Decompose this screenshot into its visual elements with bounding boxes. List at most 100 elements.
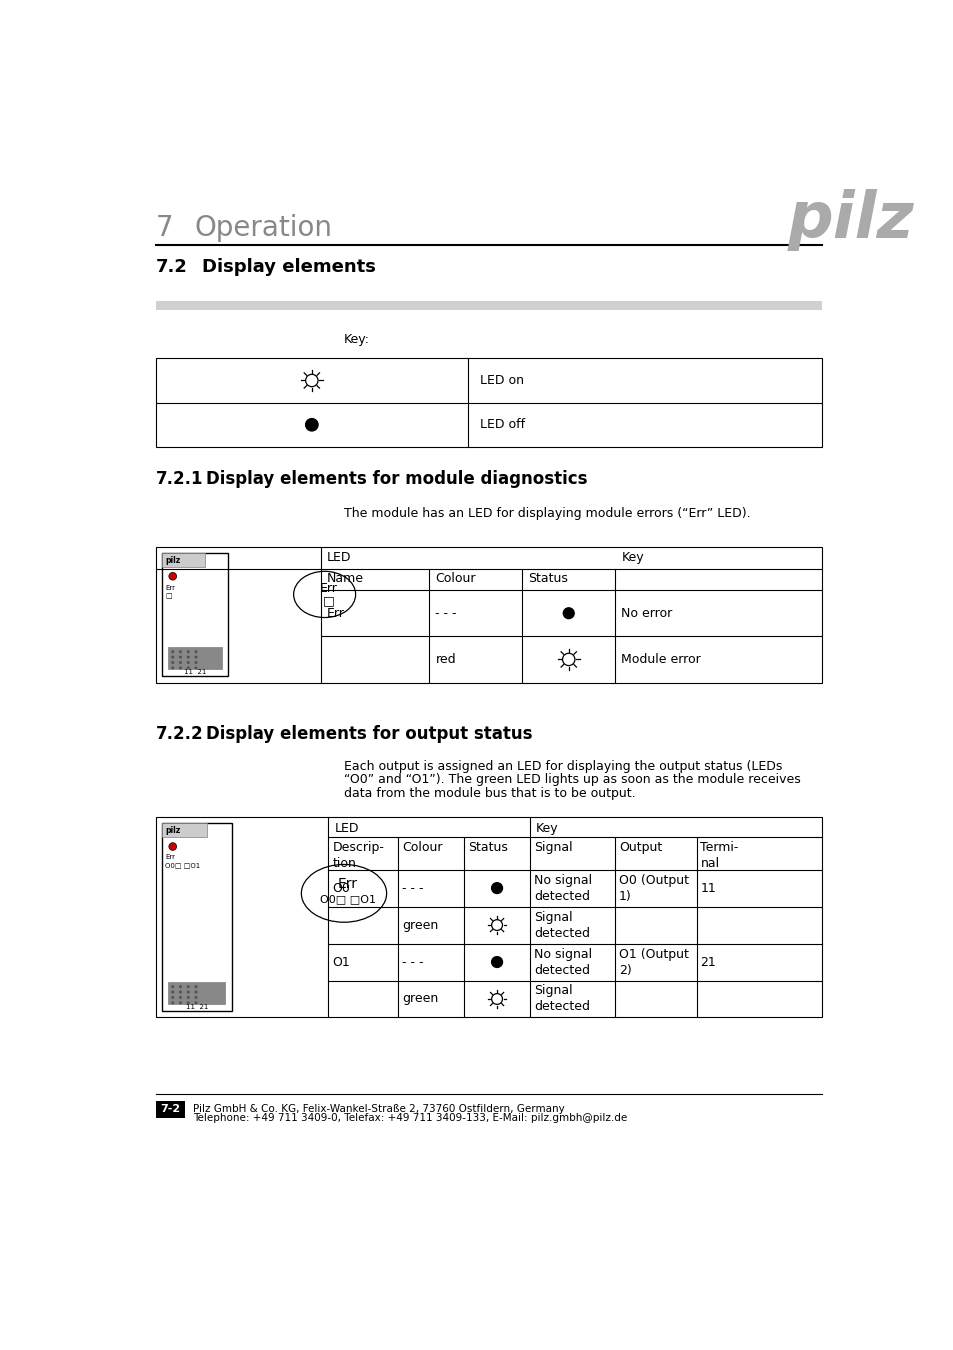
Circle shape — [194, 662, 197, 664]
Circle shape — [194, 1002, 197, 1004]
Text: Display elements for module diagnostics: Display elements for module diagnostics — [206, 470, 587, 487]
Text: No signal
detected: No signal detected — [534, 948, 592, 976]
Text: Each output is assigned an LED for displaying the output status (LEDs: Each output is assigned an LED for displ… — [344, 760, 781, 772]
Text: LED off: LED off — [479, 418, 524, 431]
Text: 7: 7 — [155, 215, 173, 243]
Bar — [155, 1100, 185, 1118]
Text: Module error: Module error — [620, 653, 700, 666]
Text: Err: Err — [165, 586, 174, 591]
Circle shape — [171, 667, 174, 670]
Text: O0 (Output
1): O0 (Output 1) — [618, 873, 688, 903]
Text: 7.2: 7.2 — [155, 258, 188, 277]
Circle shape — [194, 996, 197, 999]
Circle shape — [179, 996, 182, 999]
Circle shape — [179, 1002, 182, 1004]
Circle shape — [187, 667, 190, 670]
Circle shape — [179, 991, 182, 994]
Bar — [162, 554, 205, 567]
Circle shape — [194, 651, 197, 653]
Text: pilz: pilz — [786, 189, 913, 251]
Text: LED on: LED on — [479, 374, 523, 387]
Text: Colour: Colour — [402, 841, 442, 855]
Text: Key:: Key: — [344, 333, 370, 346]
Circle shape — [187, 651, 190, 653]
Text: pilz: pilz — [165, 826, 180, 834]
Bar — [155, 547, 821, 683]
Circle shape — [187, 662, 190, 664]
Text: No signal
detected: No signal detected — [534, 873, 592, 903]
Text: 11: 11 — [700, 882, 716, 895]
Text: “O0” and “O1”). The green LED lights up as soon as the module receives: “O0” and “O1”). The green LED lights up … — [344, 774, 800, 787]
Circle shape — [171, 662, 174, 664]
Circle shape — [491, 883, 502, 894]
Text: Output: Output — [618, 841, 661, 855]
Circle shape — [179, 651, 182, 653]
Text: Err: Err — [337, 878, 357, 891]
Text: Display elements for output status: Display elements for output status — [206, 725, 532, 743]
Text: Signal
detected: Signal detected — [534, 984, 589, 1014]
Text: O0□ □O1: O0□ □O1 — [319, 895, 375, 905]
Circle shape — [305, 418, 317, 431]
Circle shape — [169, 572, 176, 580]
Text: Status: Status — [468, 841, 507, 855]
Text: green: green — [402, 918, 438, 932]
Circle shape — [179, 986, 182, 988]
Text: 7-2: 7-2 — [160, 1104, 180, 1114]
Text: Descrip-
tion: Descrip- tion — [332, 841, 384, 871]
Circle shape — [171, 991, 174, 994]
Text: □: □ — [322, 594, 334, 608]
Circle shape — [187, 996, 190, 999]
Circle shape — [179, 662, 182, 664]
Circle shape — [562, 608, 574, 618]
Bar — [155, 301, 821, 310]
Text: 11  21: 11 21 — [183, 668, 206, 675]
Circle shape — [171, 651, 174, 653]
Text: No error: No error — [620, 606, 672, 620]
Text: Display elements: Display elements — [202, 258, 375, 277]
Text: Pilz GmbH & Co. KG, Felix-Wankel-Straße 2, 73760 Ostfildern, Germany: Pilz GmbH & Co. KG, Felix-Wankel-Straße … — [193, 1104, 564, 1114]
Text: Key: Key — [620, 551, 643, 564]
Circle shape — [171, 996, 174, 999]
Text: 7.2.2: 7.2.2 — [155, 725, 203, 743]
Text: O0: O0 — [332, 882, 350, 895]
Text: Err: Err — [327, 606, 344, 620]
Text: Termi-
nal: Termi- nal — [700, 841, 739, 871]
Bar — [162, 824, 232, 1011]
Circle shape — [187, 1002, 190, 1004]
Text: O0□ □O1: O0□ □O1 — [165, 861, 200, 868]
Text: data from the module bus that is to be output.: data from the module bus that is to be o… — [344, 787, 635, 801]
Circle shape — [187, 991, 190, 994]
Circle shape — [491, 957, 502, 968]
Text: □: □ — [165, 593, 172, 599]
Circle shape — [194, 986, 197, 988]
Circle shape — [171, 1002, 174, 1004]
Circle shape — [194, 667, 197, 670]
Circle shape — [194, 991, 197, 994]
Bar — [162, 554, 228, 676]
Text: Err: Err — [165, 855, 174, 860]
Text: Err: Err — [319, 582, 337, 595]
Text: Colour: Colour — [435, 572, 476, 586]
Circle shape — [187, 986, 190, 988]
Bar — [168, 981, 225, 1003]
Text: red: red — [435, 653, 456, 666]
Text: O1 (Output
2): O1 (Output 2) — [618, 948, 688, 976]
Circle shape — [171, 986, 174, 988]
Text: Signal
detected: Signal detected — [534, 910, 589, 940]
Circle shape — [179, 656, 182, 659]
Bar — [155, 817, 821, 1018]
Text: Name: Name — [327, 572, 363, 586]
Text: 7.2.1: 7.2.1 — [155, 470, 203, 487]
Circle shape — [171, 656, 174, 659]
Circle shape — [169, 842, 176, 850]
Text: Signal: Signal — [534, 841, 572, 855]
Text: pilz: pilz — [165, 556, 180, 564]
Text: The module has an LED for displaying module errors (“Err” LED).: The module has an LED for displaying mod… — [344, 508, 750, 520]
Text: 21: 21 — [700, 956, 716, 968]
Circle shape — [179, 667, 182, 670]
Circle shape — [187, 656, 190, 659]
Text: 11  21: 11 21 — [186, 1003, 208, 1010]
Text: LED: LED — [335, 822, 359, 834]
Text: - - -: - - - — [435, 606, 456, 620]
Text: Key: Key — [536, 822, 558, 834]
